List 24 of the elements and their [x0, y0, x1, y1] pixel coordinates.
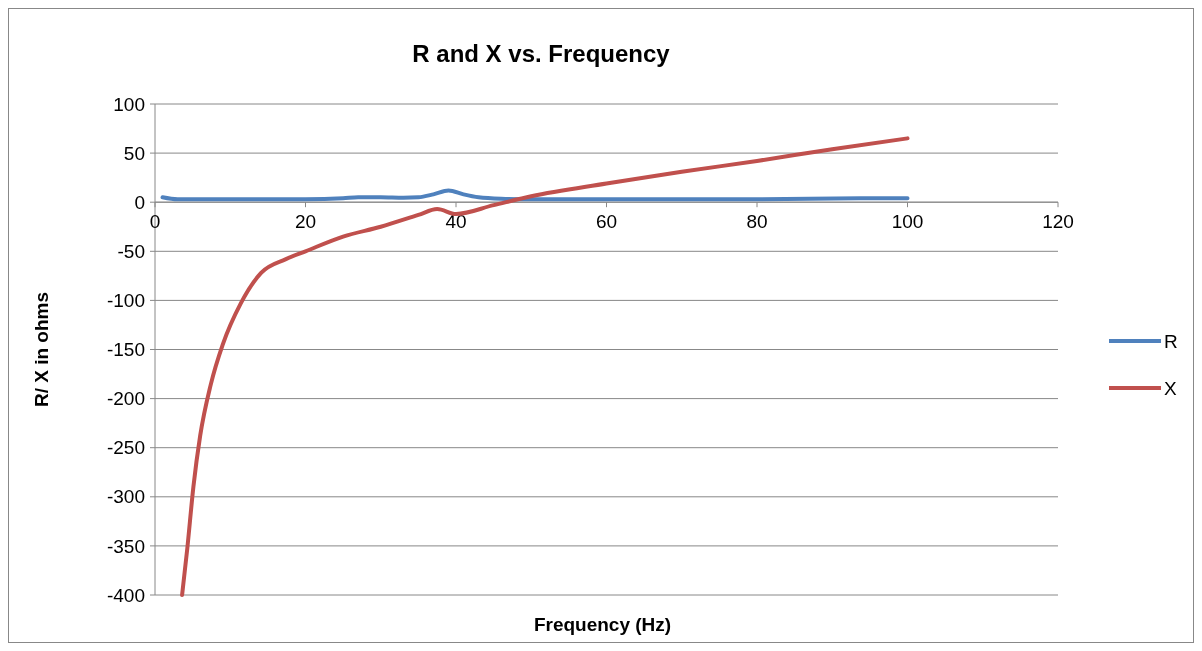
y-tick-label: 100	[113, 93, 145, 115]
x-tick-label: 100	[891, 211, 924, 233]
y-tick-label: -150	[106, 339, 145, 361]
legend-label: X	[1164, 377, 1177, 399]
y-tick-label: -100	[106, 290, 145, 312]
x-tick-label: 60	[595, 211, 618, 233]
y-tick-label: -400	[106, 584, 145, 606]
line-series	[160, 188, 910, 202]
x-tick-label: 20	[294, 211, 317, 233]
y-tick-label: -300	[106, 486, 145, 508]
y-tick-label: -250	[106, 437, 145, 459]
y-tick-label: -350	[106, 535, 145, 557]
y-tick-label: 50	[123, 142, 145, 164]
y-tick-label: -50	[117, 240, 145, 262]
chart-title: R and X vs. Frequency	[412, 40, 671, 67]
y-tick-label: 0	[134, 191, 145, 213]
y-tick-label: -200	[106, 388, 145, 410]
x-axis-title: Frequency (Hz)	[533, 614, 672, 635]
x-tick-label: 40	[445, 211, 467, 233]
y-axis-title: R/ X in ohms	[31, 291, 52, 408]
x-tick-label: 120	[1042, 211, 1074, 233]
legend-label: R	[1164, 330, 1178, 352]
x-tick-label: 0	[149, 211, 161, 233]
x-tick-label: 80	[746, 211, 768, 233]
